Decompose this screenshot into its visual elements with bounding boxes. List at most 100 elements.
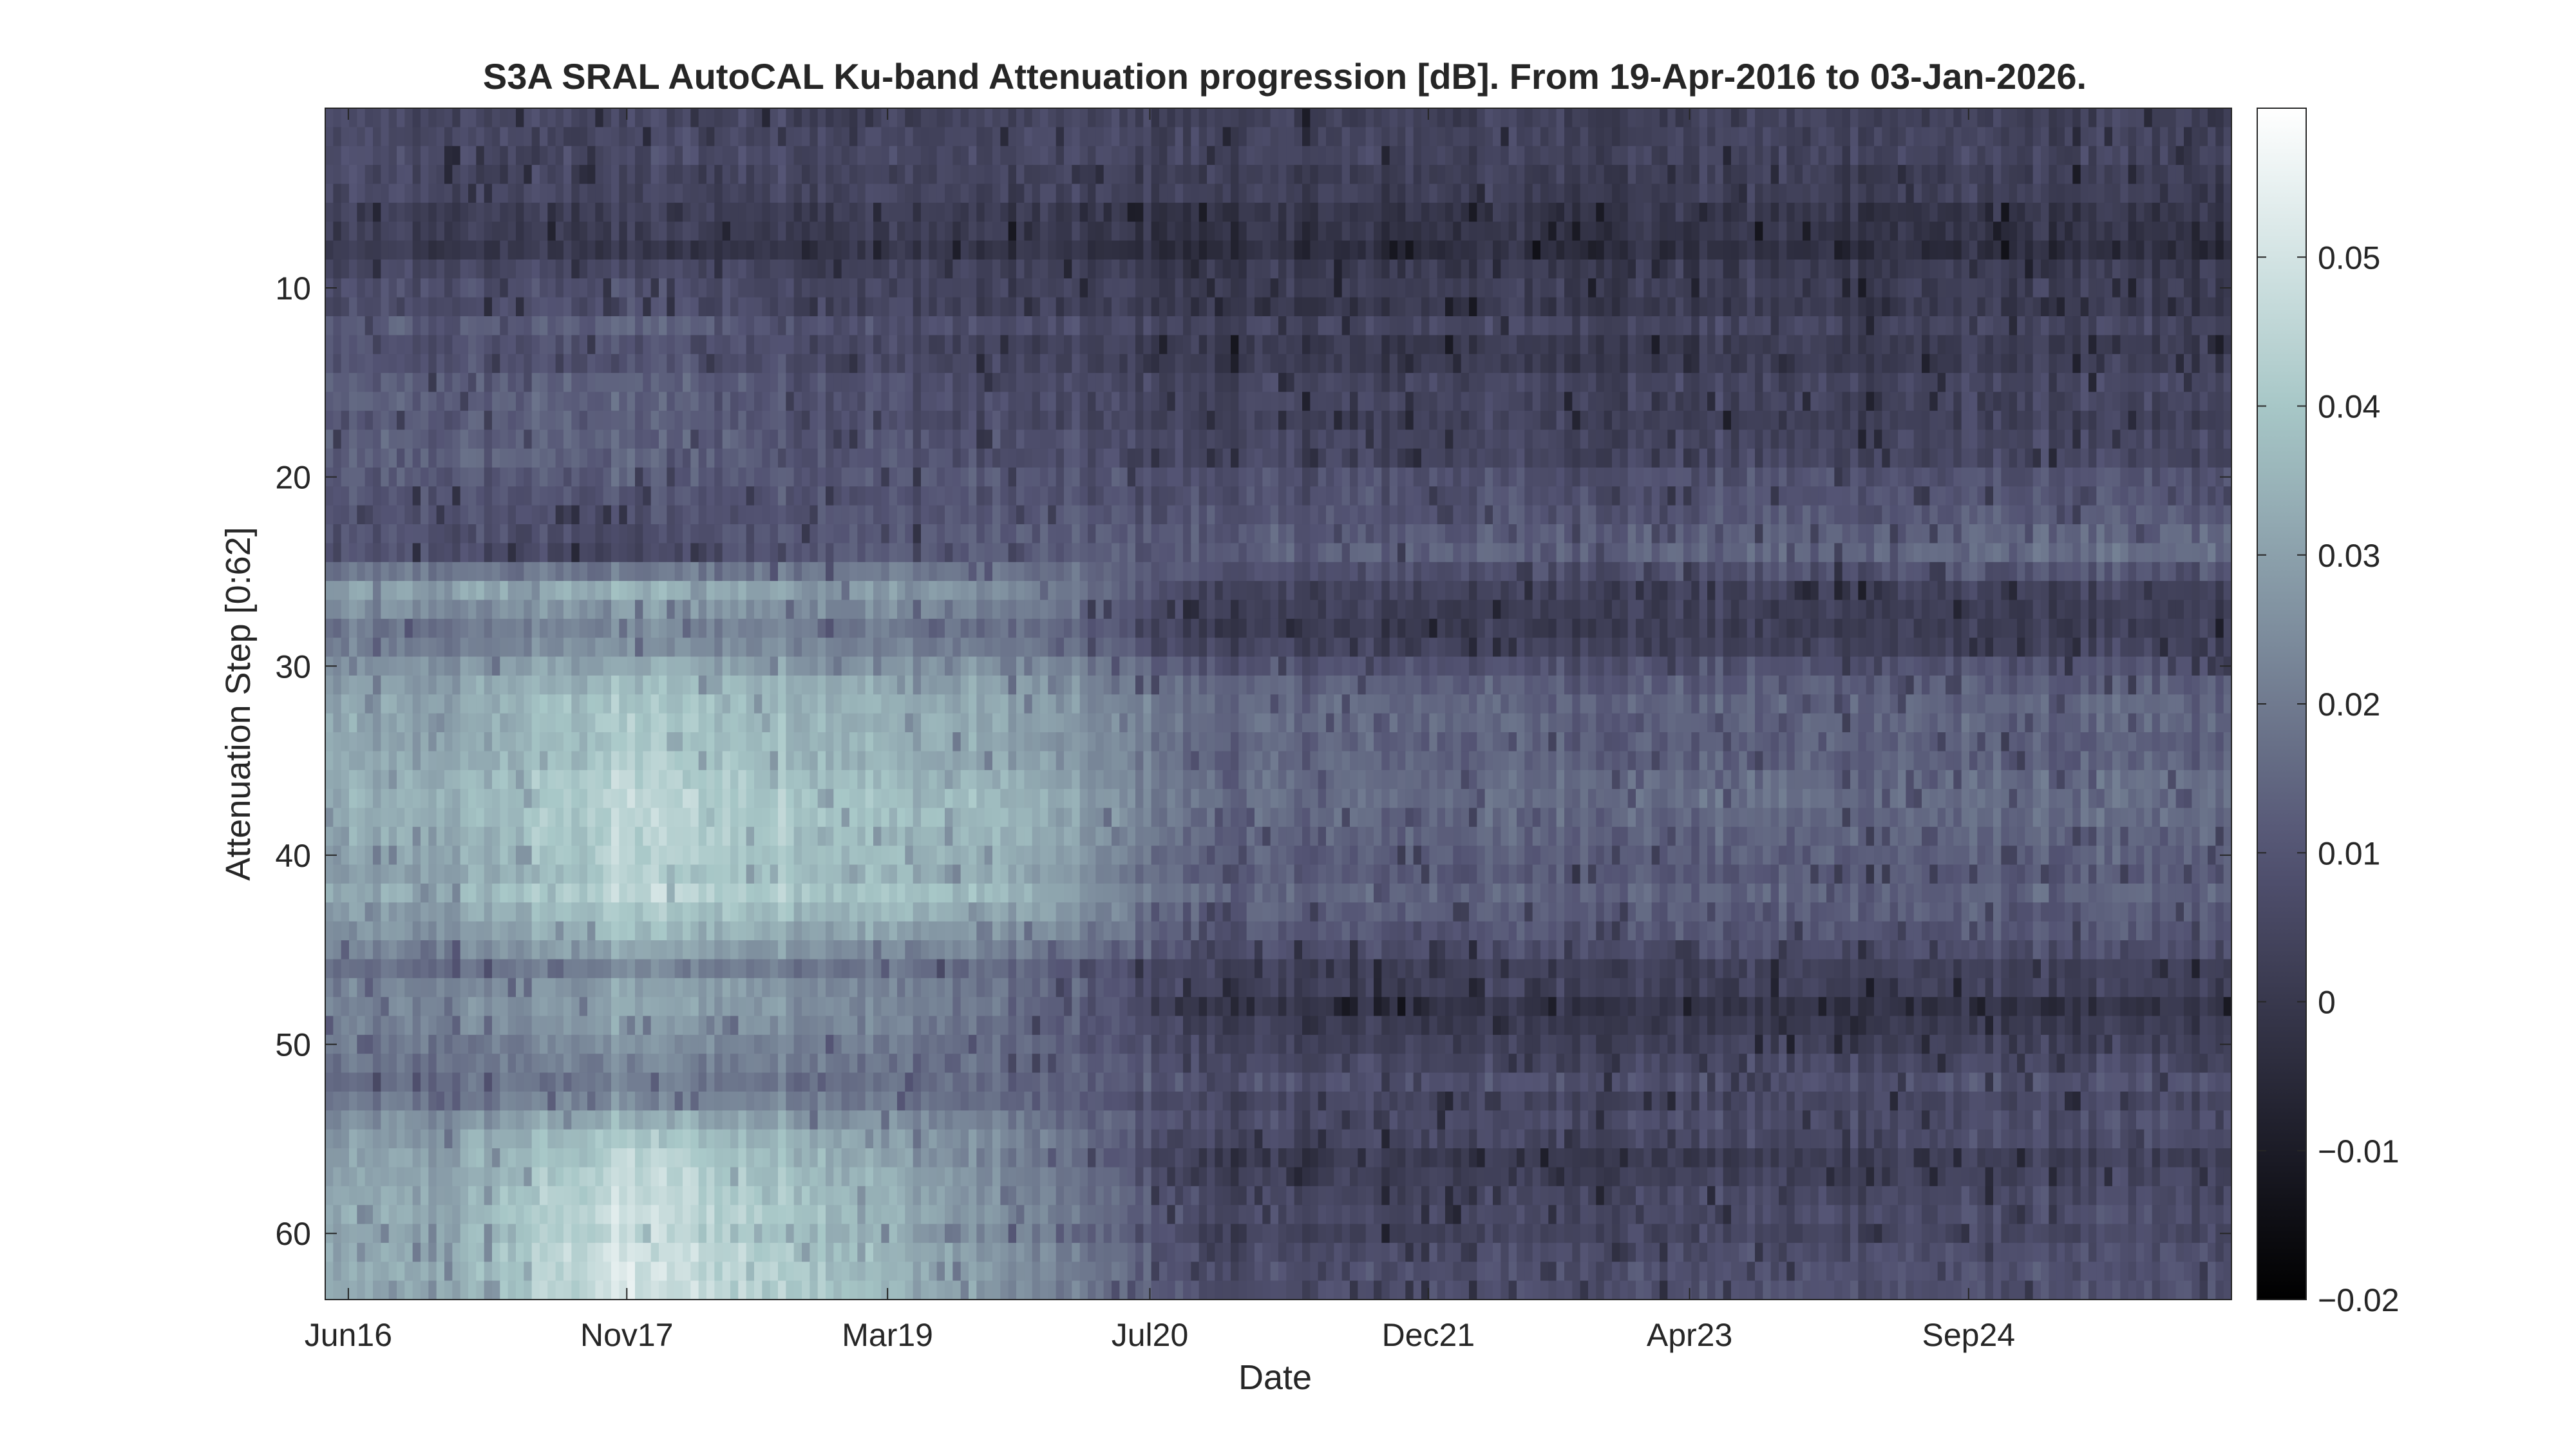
- heatmap-cell: [2120, 316, 2129, 336]
- heatmap-cell: [1445, 278, 1454, 298]
- heatmap-cell: [555, 316, 564, 336]
- heatmap-cell: [2144, 410, 2153, 430]
- heatmap-cell: [1826, 202, 1835, 222]
- heatmap-cell: [1437, 259, 1446, 279]
- heatmap-cell: [2152, 448, 2161, 468]
- heatmap-cell: [1517, 259, 1525, 279]
- heatmap-cell: [1779, 278, 1787, 298]
- heatmap-cell: [2041, 354, 2049, 374]
- heatmap-cell: [1564, 259, 1573, 279]
- heatmap-cell: [1127, 467, 1136, 487]
- heatmap-cell: [683, 448, 691, 468]
- heatmap-cell: [960, 165, 969, 185]
- heatmap-cell: [1088, 373, 1096, 393]
- heatmap-cell: [436, 184, 445, 204]
- heatmap-cell: [603, 297, 612, 317]
- heatmap-cell: [817, 184, 826, 204]
- heatmap-cell: [810, 448, 819, 468]
- heatmap-cell: [1501, 127, 1510, 147]
- heatmap-cell: [1977, 392, 1986, 412]
- heatmap-cell: [2128, 354, 2137, 374]
- heatmap-cell: [1953, 240, 1962, 260]
- heatmap-cell: [1683, 335, 1692, 355]
- heatmap-cell: [436, 486, 445, 506]
- heatmap-cell: [650, 202, 659, 222]
- heatmap-cell: [1548, 127, 1557, 147]
- heatmap-cell: [969, 165, 977, 185]
- heatmap-cell: [1906, 467, 1915, 487]
- heatmap-cell: [1660, 430, 1668, 450]
- heatmap-cell: [1191, 392, 1200, 412]
- heatmap-cell: [1913, 316, 1922, 336]
- heatmap-cell: [969, 467, 977, 487]
- heatmap-cell: [1540, 354, 1549, 374]
- heatmap-cell: [500, 184, 509, 204]
- heatmap-cell: [635, 410, 643, 430]
- heatmap-cell: [333, 108, 342, 128]
- heatmap-cell: [1405, 184, 1414, 204]
- heatmap-cell: [611, 127, 620, 147]
- heatmap-cell: [1866, 202, 1875, 222]
- heatmap-cell: [1231, 240, 1239, 260]
- heatmap-cell: [1310, 202, 1319, 222]
- heatmap-cell: [1024, 392, 1033, 412]
- heatmap-cell: [1326, 335, 1334, 355]
- heatmap-cell: [2184, 335, 2192, 355]
- heatmap-cell: [436, 467, 445, 487]
- heatmap-cell: [1834, 354, 1843, 374]
- heatmap-cell: [484, 335, 493, 355]
- heatmap-cell: [1183, 486, 1191, 506]
- heatmap-cell: [1627, 467, 1636, 487]
- heatmap-cell: [1572, 467, 1581, 487]
- chart-title: S3A SRAL AutoCAL Ku-band Attenuation pro…: [483, 56, 2087, 97]
- heatmap-cell: [1636, 410, 1644, 430]
- heatmap-cell: [1413, 297, 1422, 317]
- heatmap-cell: [492, 127, 500, 147]
- heatmap-cell: [1175, 354, 1184, 374]
- heatmap-cell: [1660, 240, 1668, 260]
- heatmap-cell: [714, 297, 723, 317]
- heatmap-cell: [555, 278, 564, 298]
- heatmap-cell: [2215, 354, 2224, 374]
- heatmap-cell: [1238, 127, 1247, 147]
- heatmap-cell: [674, 127, 683, 147]
- heatmap-cell: [2128, 202, 2137, 222]
- heatmap-cell: [1588, 486, 1596, 506]
- heatmap-cell: [1198, 373, 1208, 393]
- heatmap-cell: [921, 222, 929, 242]
- heatmap-cell: [2192, 108, 2201, 128]
- heatmap-cell: [1175, 222, 1184, 242]
- heatmap-cell: [1103, 127, 1112, 147]
- heatmap-cell: [587, 392, 596, 412]
- heatmap-cell: [897, 467, 905, 487]
- heatmap-cell: [2017, 448, 2025, 468]
- heatmap-cell: [1906, 240, 1915, 260]
- heatmap-cell: [1993, 259, 2002, 279]
- heatmap-cell: [1651, 146, 1660, 166]
- heatmap-cell: [452, 202, 461, 222]
- heatmap-cell: [1946, 108, 1954, 128]
- heatmap-cell: [2120, 202, 2129, 222]
- heatmap-cell: [1437, 467, 1446, 487]
- heatmap-cell: [1016, 259, 1025, 279]
- heatmap-cell: [365, 448, 374, 468]
- heatmap-cell: [2215, 467, 2224, 487]
- heatmap-cell: [1636, 202, 1644, 222]
- heatmap-cell: [1358, 467, 1367, 487]
- heatmap-cell: [1215, 335, 1224, 355]
- heatmap-cell: [1667, 410, 1676, 430]
- heatmap-cell: [1215, 127, 1224, 147]
- heatmap-cell: [1255, 259, 1263, 279]
- heatmap-cell: [1993, 297, 2002, 317]
- heatmap-cell: [1389, 410, 1398, 430]
- heatmap-cell: [754, 486, 762, 506]
- heatmap-cell: [2192, 278, 2201, 298]
- heatmap-cell: [1707, 297, 1716, 317]
- heatmap-cell: [412, 165, 421, 185]
- heatmap-cell: [778, 127, 786, 147]
- heatmap-cell: [865, 202, 874, 222]
- heatmap-cell: [802, 240, 810, 260]
- heatmap-cell: [992, 392, 1001, 412]
- heatmap-cell: [1048, 448, 1057, 468]
- heatmap-cell: [936, 354, 945, 374]
